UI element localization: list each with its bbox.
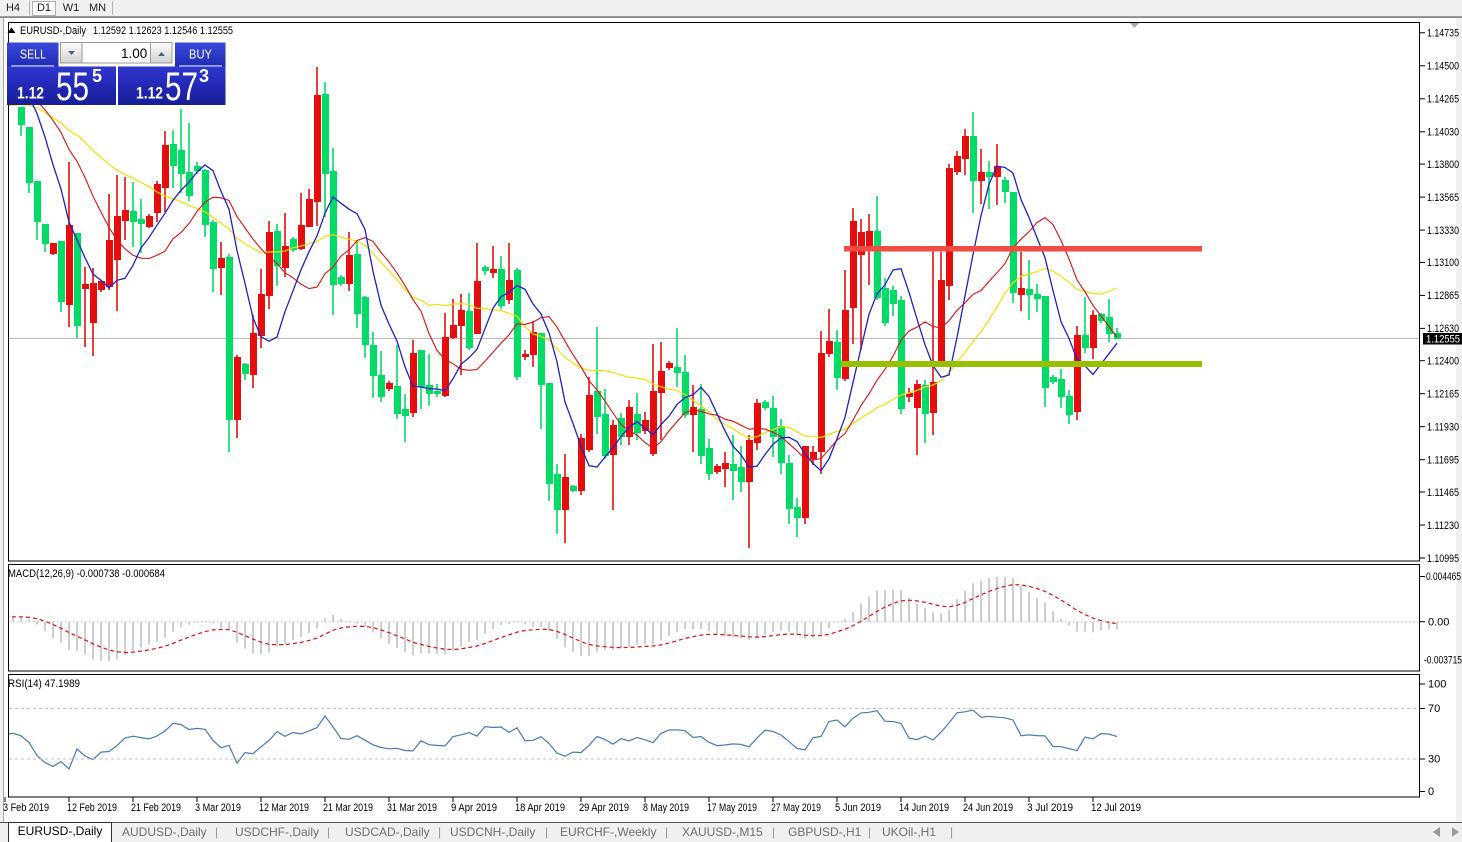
svg-text:29 Apr 2019: 29 Apr 2019	[579, 802, 629, 814]
svg-text:1.00: 1.00	[121, 46, 147, 61]
svg-text:1.12400: 1.12400	[1427, 356, 1459, 368]
svg-text:27 May 2019: 27 May 2019	[771, 802, 821, 814]
svg-text:BUY: BUY	[189, 48, 213, 62]
svg-text:1.13100: 1.13100	[1427, 257, 1459, 269]
svg-text:RSI(14) 47.1989: RSI(14) 47.1989	[8, 678, 80, 690]
svg-text:24 Jun 2019: 24 Jun 2019	[963, 802, 1013, 814]
svg-text:1.14500: 1.14500	[1427, 61, 1459, 73]
svg-text:18 Apr 2019: 18 Apr 2019	[515, 802, 565, 814]
svg-text:1.13330: 1.13330	[1427, 225, 1459, 237]
svg-text:EURUSD-,Daily: EURUSD-,Daily	[20, 25, 86, 37]
svg-text:0: 0	[1428, 786, 1434, 798]
svg-text:1.14265: 1.14265	[1427, 94, 1459, 106]
svg-text:1.11930: 1.11930	[1427, 422, 1459, 434]
svg-text:21 Feb 2019: 21 Feb 2019	[131, 802, 181, 814]
svg-text:1.12630: 1.12630	[1427, 323, 1459, 335]
svg-text:1.13800: 1.13800	[1427, 159, 1459, 171]
svg-text:17 May 2019: 17 May 2019	[707, 802, 757, 814]
svg-text:1.11465: 1.11465	[1427, 487, 1459, 499]
svg-text:55: 55	[56, 65, 89, 109]
svg-text:5: 5	[92, 66, 102, 86]
svg-text:9 Apr 2019: 9 Apr 2019	[451, 802, 497, 814]
svg-text:1.14030: 1.14030	[1427, 127, 1459, 139]
svg-text:1.10995: 1.10995	[1427, 553, 1459, 565]
svg-text:3: 3	[199, 66, 209, 86]
svg-text:70: 70	[1428, 703, 1440, 715]
svg-text:100: 100	[1428, 679, 1446, 691]
svg-text:14 Jun 2019: 14 Jun 2019	[899, 802, 949, 814]
svg-text:57: 57	[165, 65, 198, 109]
svg-text:-0.003715: -0.003715	[1424, 655, 1462, 667]
svg-text:12 Jul 2019: 12 Jul 2019	[1091, 802, 1141, 814]
svg-text:1.12: 1.12	[17, 84, 44, 103]
svg-text:1.12555: 1.12555	[1426, 334, 1460, 346]
svg-text:0.00: 0.00	[1428, 617, 1449, 629]
svg-text:21 Mar 2019: 21 Mar 2019	[323, 802, 373, 814]
svg-text:1.11695: 1.11695	[1427, 455, 1459, 467]
svg-text:3 Jul 2019: 3 Jul 2019	[1027, 802, 1073, 814]
svg-text:1.11230: 1.11230	[1427, 520, 1459, 532]
svg-text:3 Feb 2019: 3 Feb 2019	[3, 802, 49, 814]
svg-text:12 Mar 2019: 12 Mar 2019	[259, 802, 309, 814]
svg-text:1.12865: 1.12865	[1427, 290, 1459, 302]
svg-text:31 Mar 2019: 31 Mar 2019	[387, 802, 437, 814]
svg-text:30: 30	[1428, 754, 1440, 766]
svg-text:MACD(12,26,9) -0.000738 -0.000: MACD(12,26,9) -0.000738 -0.000684	[8, 568, 165, 580]
svg-text:8 May 2019: 8 May 2019	[643, 802, 689, 814]
svg-text:1.12592 1.12623 1.12546 1.1255: 1.12592 1.12623 1.12546 1.12555	[93, 25, 233, 37]
svg-text:1.12165: 1.12165	[1427, 389, 1459, 401]
svg-text:3 Mar 2019: 3 Mar 2019	[195, 802, 241, 814]
svg-text:1.13565: 1.13565	[1427, 192, 1459, 204]
svg-text:0.004465: 0.004465	[1426, 571, 1461, 583]
svg-text:1.12: 1.12	[136, 84, 163, 103]
svg-text:12 Feb 2019: 12 Feb 2019	[67, 802, 117, 814]
svg-text:SELL: SELL	[20, 48, 46, 62]
svg-text:5 Jun 2019: 5 Jun 2019	[835, 802, 881, 814]
svg-text:1.14735: 1.14735	[1427, 28, 1459, 40]
